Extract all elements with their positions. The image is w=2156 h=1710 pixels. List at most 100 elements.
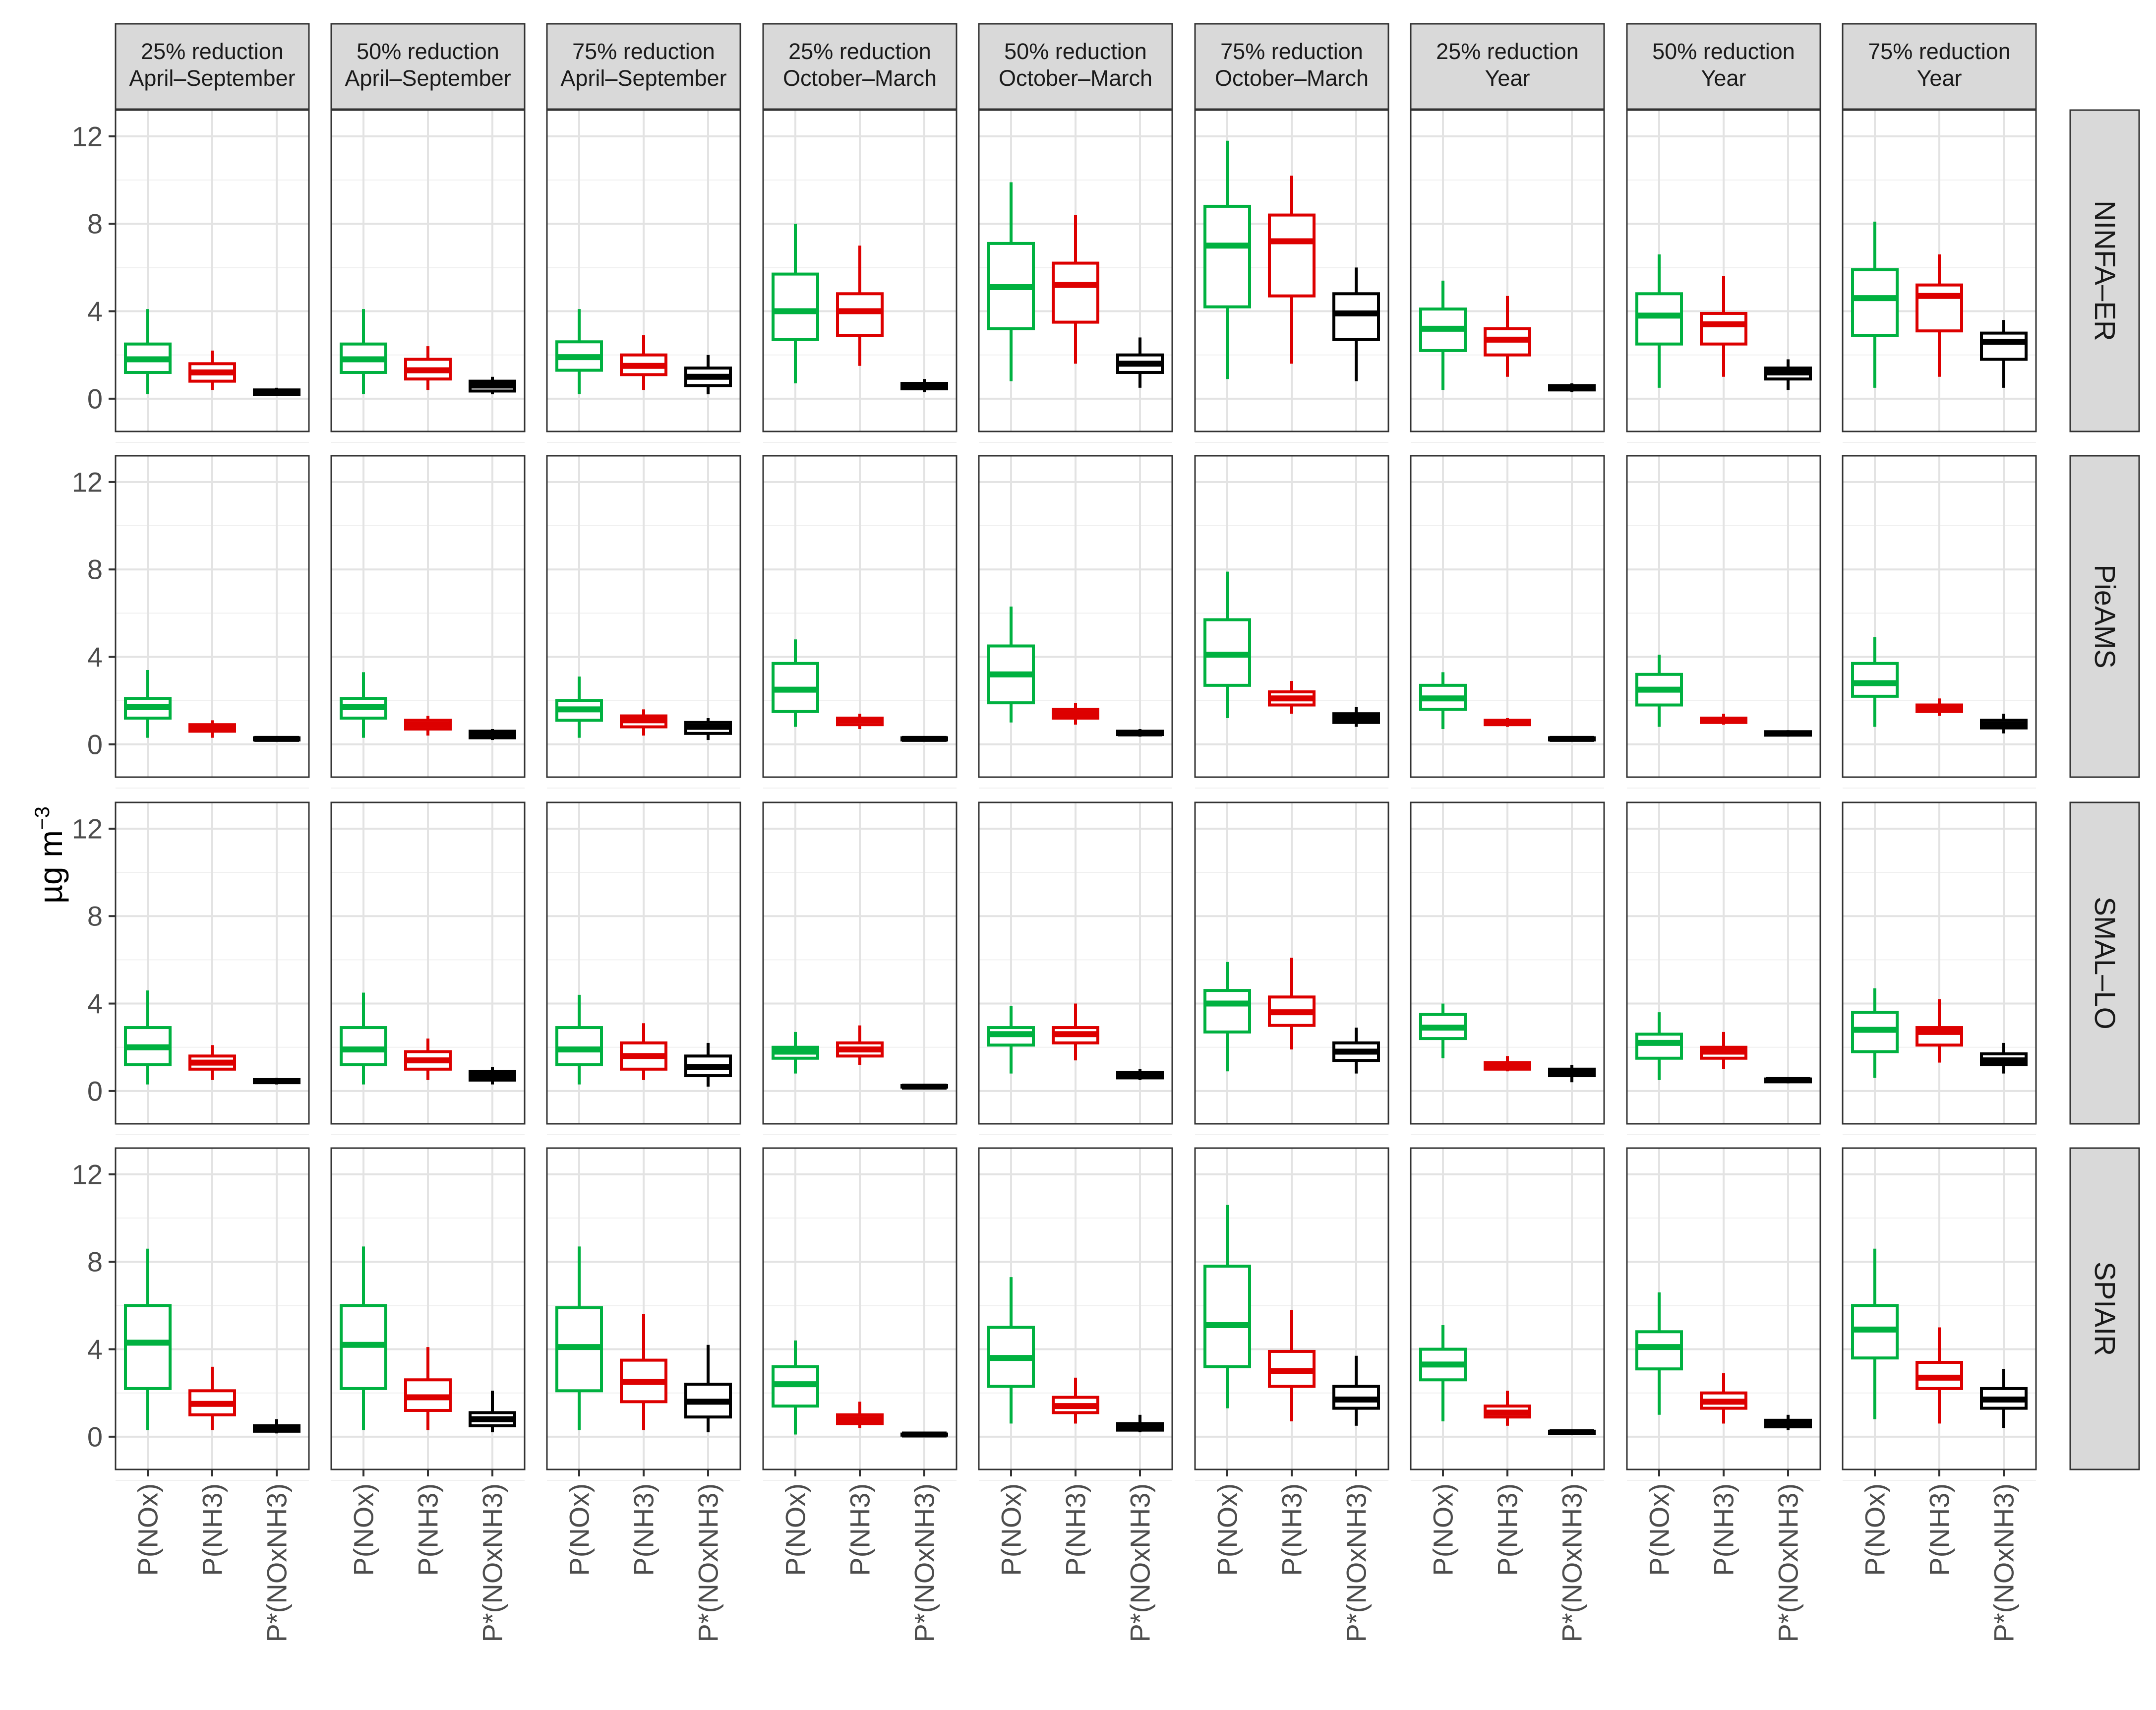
column-strip-label-1-line-1: 25% reduction (141, 39, 284, 64)
x-axis-7: P(NOx) P(NH3) P*(NOxNH3) (1428, 1469, 1588, 1642)
row-strip-background (2069, 455, 2140, 778)
panel-pieams-8 (1626, 455, 1821, 789)
box-p-noxnh3 (469, 376, 516, 395)
box-p-nh3 (1268, 1310, 1316, 1422)
box-p-nox (340, 992, 387, 1085)
y-tick-label: 12 (72, 1159, 103, 1190)
x-axis-9: P(NOx) P(NH3) P*(NOxNH3) (1859, 1469, 2020, 1642)
box-p-noxnh3 (900, 379, 948, 392)
x-axis-4: P(NOx) P(NH3) P*(NOxNH3) (780, 1469, 940, 1642)
panel-smal-lo-5 (978, 801, 1173, 1136)
box-p-nh3 (188, 350, 236, 390)
interquartile-box (1851, 662, 1899, 698)
panel-pieams-7 (1410, 455, 1605, 789)
box-p-nh3 (1700, 1373, 1747, 1424)
box-p-nox (1635, 1012, 1683, 1080)
box-p-noxnh3 (1980, 320, 2028, 388)
x-tick-label-p-nh3: P(NH3) (1492, 1483, 1523, 1576)
x-tick-label-p-nox: P(NOx) (1212, 1483, 1243, 1576)
box-p-nh3 (836, 714, 884, 730)
x-tick-label-p-nox: P(NOx) (1859, 1483, 1891, 1576)
y-axis-ninfa-er: 0 4 8 12 (72, 121, 116, 414)
interquartile-box (1203, 204, 1251, 308)
box-p-nh3 (404, 1347, 452, 1430)
x-tick-label-p-nh3: P(NH3) (1708, 1483, 1739, 1576)
box-p-nox (1635, 1292, 1683, 1415)
interquartile-box (124, 1304, 172, 1390)
box-p-nh3 (1052, 1377, 1099, 1424)
interquartile-box (1052, 261, 1099, 324)
box-p-nh3 (1268, 681, 1316, 714)
row-strip-smal-lo: SMAL–LO (2069, 801, 2140, 1125)
interquartile-box (1635, 1033, 1683, 1060)
box-p-nh3 (836, 245, 884, 366)
interquartile-box (1332, 292, 1380, 341)
box-p-nh3 (1484, 296, 1531, 377)
x-tick-label-p-nh3: P(NH3) (1924, 1483, 1955, 1576)
box-p-noxnh3 (900, 735, 948, 742)
x-tick-label-p-nox: P(NOx) (780, 1483, 811, 1576)
box-p-nh3 (1700, 714, 1747, 725)
box-p-noxnh3 (1332, 267, 1380, 381)
y-tick-label: 0 (87, 1075, 103, 1106)
box-p-noxnh3 (469, 1391, 516, 1433)
box-p-noxnh3 (684, 718, 732, 740)
box-p-nh3 (188, 1045, 236, 1080)
panel-border (115, 109, 310, 432)
panel-border (330, 455, 526, 778)
interquartile-box (1203, 989, 1251, 1034)
x-tick-label-p-nh3: P(NH3) (844, 1483, 876, 1576)
x-tick-label-p-nh3: P(NH3) (413, 1483, 444, 1576)
box-p-noxnh3 (253, 1419, 300, 1434)
column-strip-label-8-line-1: 50% reduction (1652, 39, 1795, 64)
panel-smal-lo-7 (1410, 801, 1605, 1136)
panel-spiair-7 (1410, 1147, 1605, 1481)
box-p-noxnh3 (1116, 337, 1164, 388)
box-p-nh3 (404, 1038, 452, 1080)
y-tick-label: 0 (87, 1421, 103, 1452)
box-p-nh3 (836, 1025, 884, 1065)
panel-spiair-4 (762, 1147, 958, 1481)
column-strip-label-4-line-2: October–March (783, 65, 937, 91)
panel-border (546, 801, 741, 1125)
column-strip-label-7-line-2: Year (1485, 65, 1530, 91)
interquartile-box (1700, 311, 1747, 346)
box-p-noxnh3 (1116, 729, 1164, 737)
panel-border (762, 109, 958, 432)
column-strip-label-5-line-2: October–March (999, 65, 1152, 91)
x-tick-label-p-noxnh3: P*(NOxNH3) (1557, 1483, 1588, 1642)
box-p-nox (340, 1246, 387, 1430)
y-tick-label: 0 (87, 383, 103, 414)
y-axes-layer: 0 4 8 12 0 4 8 12 0 4 8 12 0 4 8 12 (72, 121, 116, 1452)
panel-spiair-6 (1194, 1147, 1389, 1481)
panel-border (1410, 109, 1605, 432)
box-p-nh3 (404, 346, 452, 390)
box-p-nh3 (620, 335, 667, 390)
column-strip-background (1626, 23, 1821, 110)
box-p-nox (340, 309, 387, 395)
interquartile-box (555, 1026, 603, 1066)
panel-pieams-5 (978, 455, 1173, 789)
panel-ninfa-er-4 (762, 109, 958, 443)
box-p-nox (1635, 655, 1683, 727)
interquartile-box (1203, 1265, 1251, 1368)
box-p-noxnh3 (1332, 1355, 1380, 1426)
column-strip-label-4-line-1: 25% reduction (788, 39, 931, 64)
panel-border (978, 801, 1173, 1125)
box-p-noxnh3 (1116, 1069, 1164, 1080)
panel-spiair-3 (546, 1147, 741, 1481)
box-p-nox (1635, 254, 1683, 388)
column-strip-label-7-line-1: 25% reduction (1436, 39, 1579, 64)
box-p-noxnh3 (1764, 730, 1812, 737)
box-p-noxnh3 (1116, 1414, 1164, 1433)
box-p-nox (1419, 672, 1467, 730)
interquartile-box (1916, 283, 1963, 333)
y-tick-label: 4 (87, 641, 103, 672)
box-p-nox (1419, 1325, 1467, 1422)
box-p-noxnh3 (1980, 714, 2028, 733)
y-tick-label: 8 (87, 901, 103, 932)
x-tick-label-p-nh3: P(NH3) (1060, 1483, 1091, 1576)
panel-border (546, 455, 741, 778)
